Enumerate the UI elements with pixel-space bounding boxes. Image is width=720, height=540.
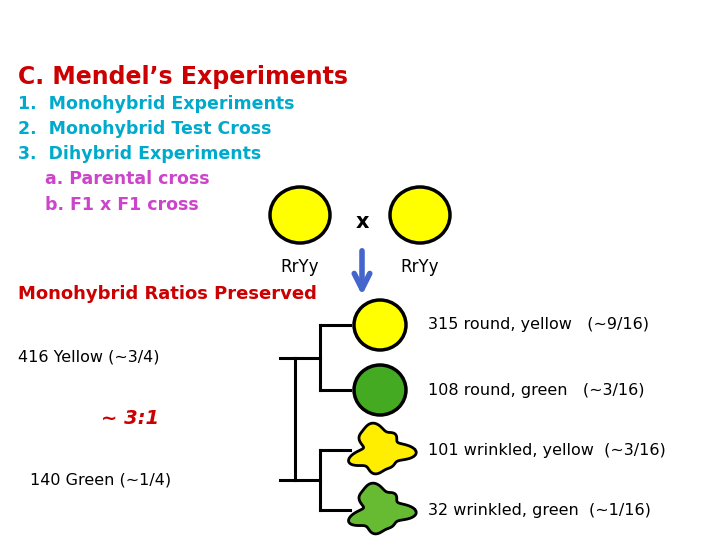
Text: ∼ 3:1: ∼ 3:1	[101, 408, 159, 428]
Text: 2.  Monohybrid Test Cross: 2. Monohybrid Test Cross	[18, 120, 271, 138]
Text: RrYy: RrYy	[281, 258, 319, 276]
Text: a. Parental cross: a. Parental cross	[45, 170, 210, 188]
Text: 416 Yellow (∼3/4): 416 Yellow (∼3/4)	[18, 349, 160, 364]
Polygon shape	[348, 423, 416, 474]
Text: RrYy: RrYy	[401, 258, 439, 276]
Text: b. F1 x F1 cross: b. F1 x F1 cross	[45, 196, 199, 214]
Text: x: x	[355, 212, 369, 232]
Text: 32 wrinkled, green  (∼1/16): 32 wrinkled, green (∼1/16)	[428, 503, 651, 517]
Text: 1.  Monohybrid Experiments: 1. Monohybrid Experiments	[18, 95, 294, 113]
Text: 108 round, green   (∼3/16): 108 round, green (∼3/16)	[428, 382, 644, 397]
Text: Monohybrid Ratios Preserved: Monohybrid Ratios Preserved	[18, 285, 317, 303]
Text: C. Mendel’s Experiments: C. Mendel’s Experiments	[18, 65, 348, 89]
Text: 101 wrinkled, yellow  (∼3/16): 101 wrinkled, yellow (∼3/16)	[428, 442, 666, 457]
Ellipse shape	[354, 300, 406, 350]
Polygon shape	[348, 483, 416, 534]
Ellipse shape	[270, 187, 330, 243]
Ellipse shape	[354, 365, 406, 415]
Text: 140 Green (∼1/4): 140 Green (∼1/4)	[30, 472, 171, 488]
Ellipse shape	[390, 187, 450, 243]
Text: 3.  Dihybrid Experiments: 3. Dihybrid Experiments	[18, 145, 261, 163]
Text: 315 round, yellow   (∼9/16): 315 round, yellow (∼9/16)	[428, 318, 649, 333]
